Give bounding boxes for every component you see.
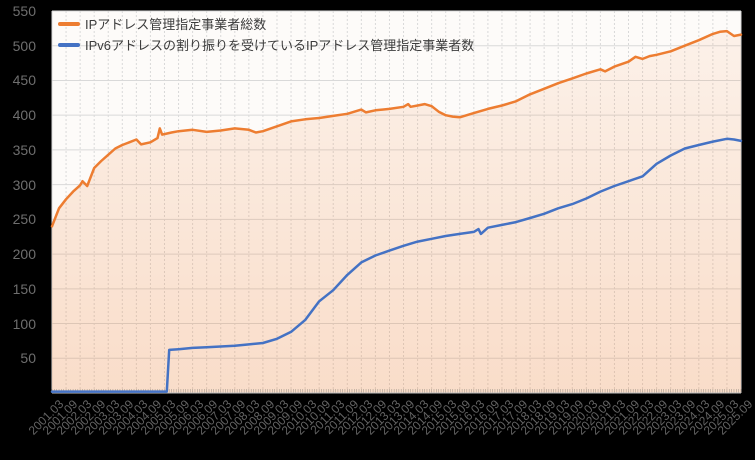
series-lines: [50, 29, 743, 393]
y-axis-label: 250: [12, 211, 36, 228]
legend: IPアドレス管理指定事業者総数 IPv6アドレスの割り振りを受けているIPアドレ…: [58, 13, 474, 55]
legend-label-total: IPアドレス管理指定事業者総数: [85, 17, 267, 32]
orange-area-fill: [52, 31, 741, 393]
y-axis-label: 300: [12, 176, 36, 193]
legend-swatch-blue: [58, 42, 80, 47]
legend-item-total: IPアドレス管理指定事業者総数: [58, 13, 474, 34]
y-axis-label: 100: [12, 315, 36, 332]
y-axis-label: 150: [12, 280, 36, 297]
legend-swatch-orange: [58, 21, 80, 26]
legend-label-ipv6: IPv6アドレスの割り振りを受けているIPアドレス管理指定事業者数: [85, 38, 475, 53]
y-axis-label: 350: [12, 141, 36, 158]
y-axis-label: 500: [12, 37, 36, 54]
y-axis-label: 400: [12, 107, 36, 124]
y-axis-label: 450: [12, 72, 36, 89]
series-line-total: [50, 29, 743, 228]
y-axis-label: 50: [20, 350, 36, 367]
series-line-ipv6: [50, 137, 743, 393]
y-axis: 550 500 450 400 350 300 250 200 150 100 50: [0, 0, 36, 460]
y-axis-label: 200: [12, 246, 36, 263]
y-axis-label: 550: [12, 3, 36, 19]
legend-item-ipv6: IPv6アドレスの割り振りを受けているIPアドレス管理指定事業者数: [58, 34, 474, 55]
